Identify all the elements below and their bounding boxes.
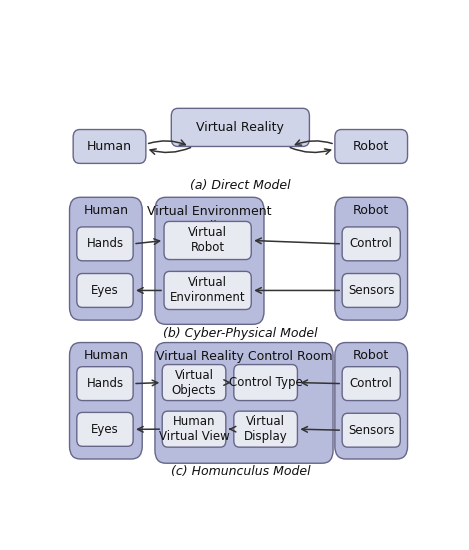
Text: (c) Homunculus Model: (c) Homunculus Model xyxy=(171,465,310,478)
FancyBboxPatch shape xyxy=(77,227,133,261)
FancyBboxPatch shape xyxy=(335,343,408,459)
Text: Control: Control xyxy=(350,377,393,390)
Text: Virtual
Objects: Virtual Objects xyxy=(172,368,216,397)
FancyBboxPatch shape xyxy=(342,227,401,261)
Text: Human: Human xyxy=(87,140,132,153)
FancyBboxPatch shape xyxy=(69,343,142,459)
Text: Sensors: Sensors xyxy=(348,424,394,437)
FancyBboxPatch shape xyxy=(155,343,333,463)
Text: Human
Virtual View: Human Virtual View xyxy=(159,415,229,443)
Text: Robot: Robot xyxy=(353,204,389,217)
FancyBboxPatch shape xyxy=(342,367,401,400)
Text: Virtual Environment
Replica: Virtual Environment Replica xyxy=(147,205,272,233)
FancyBboxPatch shape xyxy=(77,367,133,400)
Text: Virtual
Display: Virtual Display xyxy=(244,415,287,443)
Text: Virtual
Environment: Virtual Environment xyxy=(170,277,245,305)
FancyBboxPatch shape xyxy=(162,411,226,447)
FancyBboxPatch shape xyxy=(162,365,226,400)
Text: Hands: Hands xyxy=(86,377,123,390)
Text: Hands: Hands xyxy=(86,238,123,250)
Text: Eyes: Eyes xyxy=(91,284,119,297)
FancyBboxPatch shape xyxy=(335,130,408,163)
Text: Robot: Robot xyxy=(353,349,389,362)
FancyBboxPatch shape xyxy=(77,412,133,446)
Text: (b) Cyber-Physical Model: (b) Cyber-Physical Model xyxy=(163,327,318,340)
FancyBboxPatch shape xyxy=(155,197,264,324)
FancyBboxPatch shape xyxy=(171,108,310,146)
Text: (a) Direct Model: (a) Direct Model xyxy=(190,179,291,192)
FancyBboxPatch shape xyxy=(69,197,142,320)
FancyBboxPatch shape xyxy=(342,413,401,447)
Text: Eyes: Eyes xyxy=(91,423,119,436)
FancyBboxPatch shape xyxy=(342,273,401,307)
FancyBboxPatch shape xyxy=(335,197,408,320)
Text: Robot: Robot xyxy=(353,140,389,153)
Text: Human: Human xyxy=(83,349,129,362)
Text: Control Type: Control Type xyxy=(229,376,303,389)
Text: Sensors: Sensors xyxy=(348,284,394,297)
Text: Virtual Reality Control Room: Virtual Reality Control Room xyxy=(156,350,333,363)
Text: Virtual
Robot: Virtual Robot xyxy=(188,227,227,255)
Text: Human: Human xyxy=(83,204,129,217)
FancyBboxPatch shape xyxy=(164,222,251,260)
FancyBboxPatch shape xyxy=(164,271,251,310)
FancyBboxPatch shape xyxy=(234,365,297,400)
Text: Control: Control xyxy=(350,238,393,250)
Text: Virtual Reality: Virtual Reality xyxy=(197,121,284,134)
FancyBboxPatch shape xyxy=(73,130,146,163)
FancyBboxPatch shape xyxy=(77,273,133,307)
FancyBboxPatch shape xyxy=(234,411,297,447)
